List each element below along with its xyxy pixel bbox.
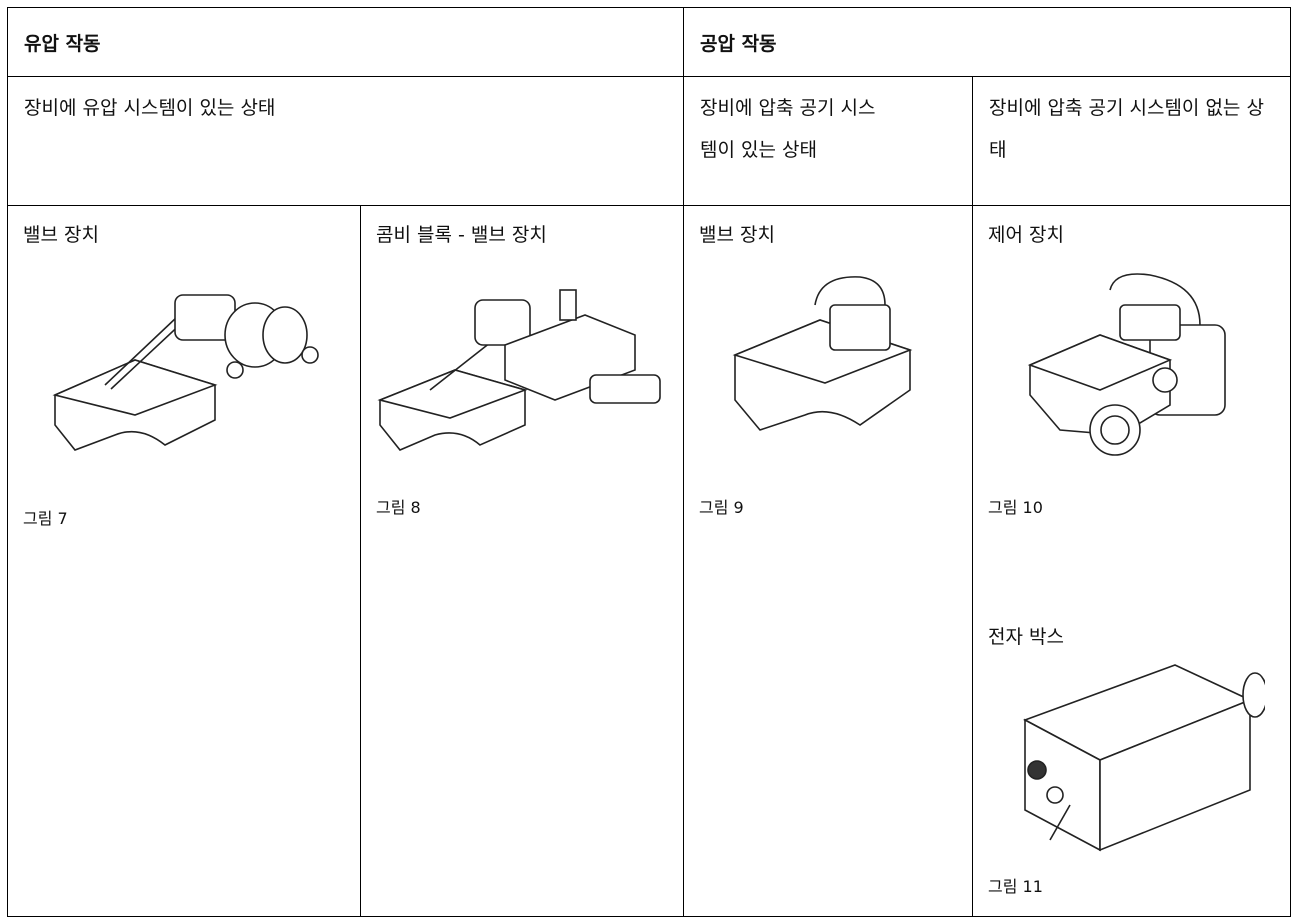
- electronics-box-illustration: [1023, 664, 1265, 852]
- condition-cell: 장비에 압축 공기 시스템이 있는 상태: [683, 76, 973, 206]
- content-cell: [972, 205, 1291, 917]
- header-text: 공압 작동: [700, 33, 777, 55]
- combi-valve-illustration: [377, 289, 661, 451]
- cell-title: 제어 장치: [988, 224, 1064, 246]
- pneumatic-valve-illustration: [732, 276, 913, 431]
- header-cell: 공압 작동: [683, 7, 1291, 77]
- figure-caption: 그림 7: [23, 509, 68, 528]
- valve-illustration: [52, 294, 319, 451]
- figure-caption: 그림 9: [699, 498, 744, 517]
- figure-caption: 그림 10: [988, 498, 1043, 517]
- figure-caption: 그림 8: [376, 498, 421, 517]
- condition-text: 장비에 유압 시스템이 있는 상태: [24, 97, 276, 119]
- figure-caption: 그림 11: [988, 877, 1043, 896]
- condition-cell: 장비에 유압 시스템이 있는 상태: [7, 76, 684, 206]
- condition-cell: 장비에 압축 공기 시스템이 없는 상태: [972, 76, 1291, 206]
- cell-title: 밸브 장치: [699, 224, 775, 246]
- cell-title: 밸브 장치: [23, 224, 99, 246]
- condition-text: 장비에 압축 공기 시스템이 있는 상태: [700, 97, 876, 161]
- header-text: 유압 작동: [24, 33, 101, 55]
- header-cell: 유압 작동: [7, 7, 684, 77]
- condition-text: 장비에 압축 공기 시스템이 없는 상태: [989, 97, 1264, 161]
- control-unit-illustration: [1027, 273, 1226, 456]
- cell-subtitle: 전자 박스: [988, 626, 1064, 648]
- cell-title: 콤비 블록 - 밸브 장치: [376, 224, 547, 246]
